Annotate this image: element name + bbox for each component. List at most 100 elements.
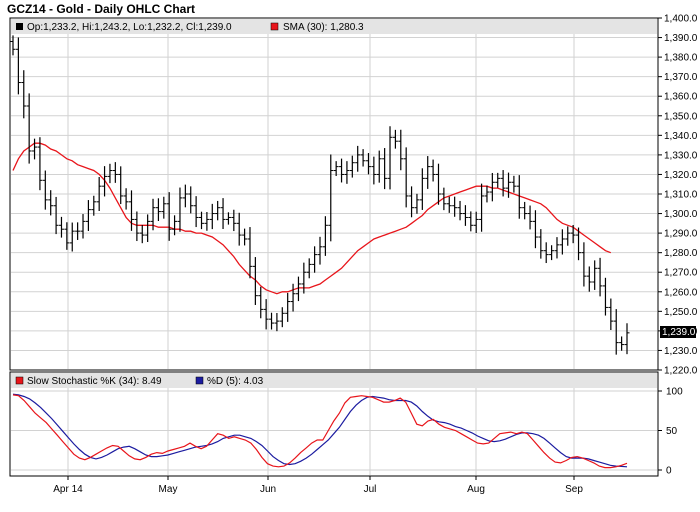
stoch-d-legend-swatch: [195, 376, 204, 385]
ohlc-bar: [285, 292, 291, 322]
ohlc-bar: [409, 186, 415, 218]
price-y-tick-label: 1,380.0: [664, 53, 698, 64]
stoch-k-line: [12, 394, 628, 469]
ohlc-bar: [489, 172, 495, 202]
ohlc-bar: [376, 150, 382, 183]
price-y-tick-label: 1,360.0: [664, 92, 698, 103]
ohlc-bar: [349, 155, 355, 178]
stoch-y-tick-label: 100: [666, 387, 683, 398]
ohlc-bar: [182, 184, 188, 208]
stoch-d-legend-text: %D (5): 4.03: [207, 376, 264, 387]
ohlc-bar: [398, 129, 404, 171]
ohlc-bar: [75, 222, 81, 240]
ohlc-bar: [608, 298, 614, 331]
x-tick-label: Jun: [260, 484, 276, 495]
ohlc-bar: [452, 196, 458, 217]
ohlc-bar: [236, 212, 242, 246]
price-y-tick-label: 1,280.0: [664, 248, 698, 259]
ohlc-bar: [209, 203, 215, 230]
ohlc-bar: [204, 211, 210, 231]
stoch-legend-bar: [11, 373, 657, 388]
ohlc-bar: [484, 185, 490, 203]
price-legend-bar: [11, 19, 657, 34]
ohlc-bar: [333, 161, 339, 177]
ohlc-bar: [500, 170, 506, 197]
ohlc-bar: [619, 336, 625, 351]
ohlc-bar: [457, 200, 463, 221]
x-tick-label: May: [159, 484, 178, 495]
price-y-tick-label: 1,340.0: [664, 131, 698, 142]
price-panel: 1,220.01,230.01,240.01,250.01,260.01,270…: [9, 14, 698, 377]
ohlc-bar: [559, 229, 565, 255]
ohlc-bar: [306, 258, 312, 279]
ohlc-bar: [382, 148, 388, 190]
price-y-tick-label: 1,260.0: [664, 287, 698, 298]
ohlc-bar: [225, 212, 231, 225]
ohlc-bar: [26, 93, 32, 164]
ohlc-bar: [522, 201, 528, 220]
ohlc-bar: [80, 214, 86, 239]
x-tick-label: Jul: [364, 484, 377, 495]
price-y-tick-label: 1,290.0: [664, 229, 698, 240]
price-y-axis: 1,220.01,230.01,240.01,250.01,260.01,270…: [658, 14, 698, 377]
ohlc-bar: [37, 137, 43, 191]
ohlc-bar: [339, 158, 345, 183]
price-y-tick-label: 1,220.0: [664, 366, 698, 377]
ohlc-bar: [403, 147, 409, 208]
ohlc-bar: [188, 186, 194, 214]
ohlc-bar: [53, 196, 59, 235]
ohlc-bar: [371, 156, 377, 185]
ohlc-bar: [96, 176, 102, 212]
ohlc-bar: [446, 196, 452, 213]
ohlc-bar: [430, 159, 436, 182]
ohlc-bar: [317, 236, 323, 265]
ohlc-bar: [344, 161, 350, 184]
ohlc-bar: [274, 312, 280, 332]
ohlc-bar: [290, 283, 296, 312]
ohlc-bar: [301, 262, 307, 294]
ohlc-bar: [586, 266, 592, 292]
ohlc-bar: [161, 196, 167, 219]
sma-line: [12, 142, 612, 295]
ohlc-bar: [554, 237, 560, 259]
stoch-grid: [11, 373, 657, 475]
ohlc-bar: [32, 138, 38, 160]
ohlc-bar: [322, 216, 328, 256]
ohlc-bar: [392, 129, 398, 149]
sma-line-layer: [12, 142, 612, 295]
ohlc-bar: [64, 222, 70, 250]
x-axis: Apr 14 May Jun Jul Aug Sep: [53, 476, 583, 495]
ohlc-bar: [543, 242, 549, 264]
stoch-y-axis: 0 50 100: [658, 387, 683, 477]
ohlc-bar: [134, 211, 140, 242]
ohlc-bar: [15, 37, 21, 95]
stoch-k-legend-text: Slow Stochastic %K (34): 8.49: [27, 376, 162, 387]
ohlc-bar: [624, 323, 630, 355]
last-price-label-bg: [660, 326, 696, 338]
ohlc-bar: [602, 277, 608, 316]
ohlc-bar: [479, 183, 485, 232]
ohlc-bar: [511, 175, 517, 193]
x-tick-label: Aug: [467, 484, 485, 495]
ohlc-bar: [252, 257, 258, 305]
ohlc-bar: [570, 224, 576, 244]
ohlc-bar: [532, 210, 538, 249]
ohlc-bar: [473, 211, 479, 234]
ohlc-bar: [145, 214, 151, 243]
ohlc-bar: [360, 149, 366, 167]
ohlc-bars: [10, 35, 630, 355]
ohlc-bar: [506, 172, 512, 198]
ohlc-bar: [231, 209, 237, 232]
stoch-y-tick-label: 50: [666, 426, 678, 437]
ohlc-legend-swatch: [16, 23, 23, 30]
ohlc-bar: [177, 187, 183, 232]
ohlc-bar: [199, 211, 205, 230]
ohlc-bar: [441, 187, 447, 211]
x-tick-label: Apr 14: [53, 484, 83, 495]
price-y-tick-label: 1,300.0: [664, 209, 698, 220]
ohlc-bar: [527, 205, 533, 230]
chart-title: GCZ14 - Gold - Daily OHLC Chart: [7, 2, 195, 16]
ohlc-bar: [112, 162, 118, 183]
ohlc-bar: [258, 286, 264, 319]
price-y-tick-label: 1,310.0: [664, 190, 698, 201]
